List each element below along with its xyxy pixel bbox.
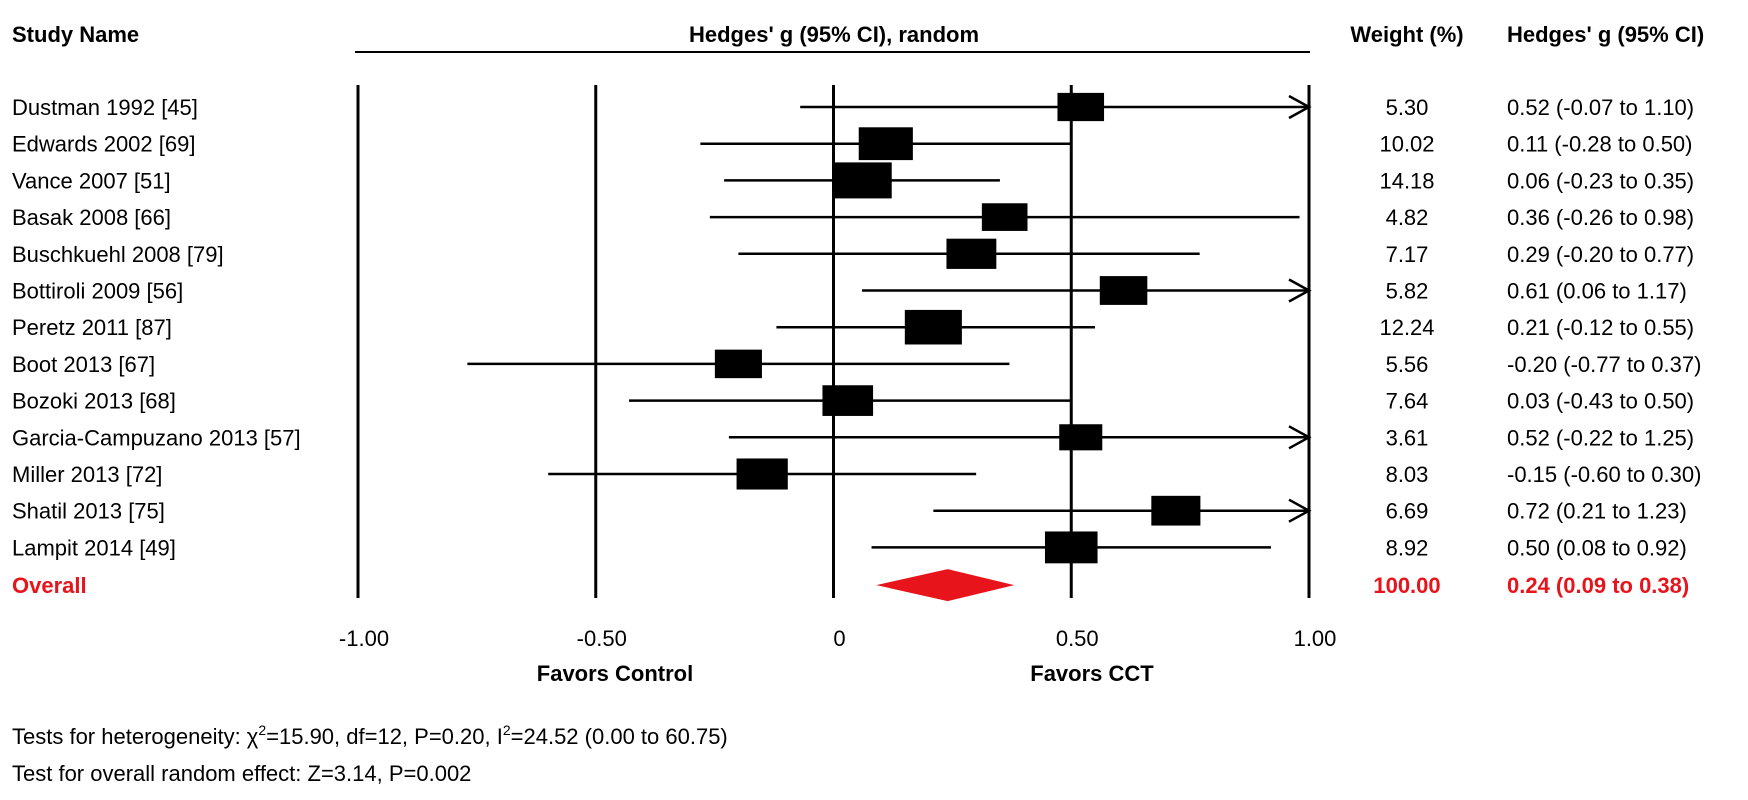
overall-weight: 100.00 [1373, 573, 1440, 598]
ci-clip-arrow [1288, 278, 1312, 303]
study-name: Buschkuehl 2008 [79] [12, 242, 224, 267]
study-name: Shatil 2013 [75] [12, 499, 165, 524]
x-axis-label-favors-control: Favors Control [537, 661, 693, 686]
effect-ci-text: 0.52 (-0.07 to 1.10) [1507, 95, 1694, 120]
study-name: Miller 2013 [72] [12, 462, 162, 487]
effect-ci-text: 0.21 (-0.12 to 0.55) [1507, 315, 1694, 340]
ci-clip-arrow [1288, 94, 1312, 120]
overall-diamond [876, 569, 1015, 602]
header-weight: Weight (%) [1350, 22, 1463, 47]
ci-clip-arrow [1288, 498, 1312, 523]
effect-ci-text: 0.72 (0.21 to 1.23) [1507, 499, 1687, 524]
effect-ci-text: 0.11 (-0.28 to 0.50) [1507, 132, 1693, 157]
study-name: Vance 2007 [51] [12, 168, 171, 193]
effect-size-marker [981, 203, 1028, 231]
weight-value: 7.17 [1386, 242, 1429, 267]
effect-size-marker [904, 309, 962, 345]
study-name: Bozoki 2013 [68] [12, 389, 176, 414]
ci-clip-arrow [1288, 425, 1312, 450]
weight-value: 5.82 [1386, 279, 1429, 304]
weight-value: 4.82 [1386, 205, 1429, 230]
study-name: Boot 2013 [67] [12, 352, 155, 377]
header-study-name: Study Name [12, 22, 139, 47]
effect-ci-text: -0.20 (-0.77 to 0.37) [1507, 352, 1701, 377]
x-tick-label: -0.50 [577, 626, 627, 651]
weight-value: 5.30 [1386, 95, 1429, 120]
effect-size-marker [1059, 424, 1103, 451]
weight-value: 5.56 [1386, 352, 1429, 377]
overall-label: Overall [12, 573, 87, 598]
x-tick-label: 0.50 [1056, 626, 1099, 651]
effect-size-marker [1057, 92, 1105, 122]
overall-effect-test: Test for overall random effect: Z=3.14, … [12, 761, 471, 786]
x-tick-label: -1.00 [339, 626, 389, 651]
overall-effect-ci-text: 0.24 (0.09 to 0.38) [1507, 573, 1689, 598]
study-name: Lampit 2014 [49] [12, 535, 176, 560]
effect-size-marker [1099, 276, 1148, 305]
header-plot-title: Hedges' g (95% CI), random [689, 22, 979, 47]
header-effect-size: Hedges' g (95% CI) [1507, 22, 1704, 47]
effect-ci-text: 0.29 (-0.20 to 0.77) [1507, 242, 1694, 267]
effect-ci-text: 0.52 (-0.22 to 1.25) [1507, 425, 1694, 450]
study-name: Basak 2008 [66] [12, 205, 171, 230]
study-name: Bottiroli 2009 [56] [12, 279, 183, 304]
x-tick-label: 1.00 [1294, 626, 1337, 651]
weight-value: 8.03 [1386, 462, 1429, 487]
effect-ci-text: 0.50 (0.08 to 0.92) [1507, 535, 1687, 560]
effect-ci-text: 0.03 (-0.43 to 0.50) [1507, 389, 1694, 414]
study-name: Edwards 2002 [69] [12, 132, 195, 157]
weight-value: 3.61 [1386, 425, 1429, 450]
weight-value: 14.18 [1379, 168, 1434, 193]
effect-size-marker [832, 162, 892, 199]
weight-value: 10.02 [1379, 132, 1434, 157]
effect-size-marker [822, 385, 874, 416]
weight-value: 12.24 [1379, 315, 1434, 340]
effect-size-marker [1151, 495, 1201, 526]
effect-size-marker [858, 127, 913, 161]
heterogeneity-test: Tests for heterogeneity: χ2=15.90, df=12… [12, 722, 728, 749]
weight-value: 8.92 [1386, 535, 1429, 560]
weight-value: 6.69 [1386, 499, 1429, 524]
weight-value: 7.64 [1386, 389, 1429, 414]
study-name: Peretz 2011 [87] [12, 315, 172, 340]
effect-size-marker [714, 349, 762, 379]
effect-size-marker [1044, 531, 1098, 564]
effect-ci-text: 0.61 (0.06 to 1.17) [1507, 279, 1687, 304]
study-name: Garcia-Campuzano 2013 [57] [12, 425, 301, 450]
x-axis-label-favors-cct: Favors CCT [1030, 661, 1154, 686]
effect-ci-text: -0.15 (-0.60 to 0.30) [1507, 462, 1701, 487]
study-name: Dustman 1992 [45] [12, 95, 198, 120]
x-tick-label: 0 [833, 626, 845, 651]
effect-size-marker [946, 238, 997, 269]
effect-size-marker [736, 458, 788, 490]
effect-ci-text: 0.36 (-0.26 to 0.98) [1507, 205, 1694, 230]
effect-ci-text: 0.06 (-0.23 to 0.35) [1507, 168, 1694, 193]
